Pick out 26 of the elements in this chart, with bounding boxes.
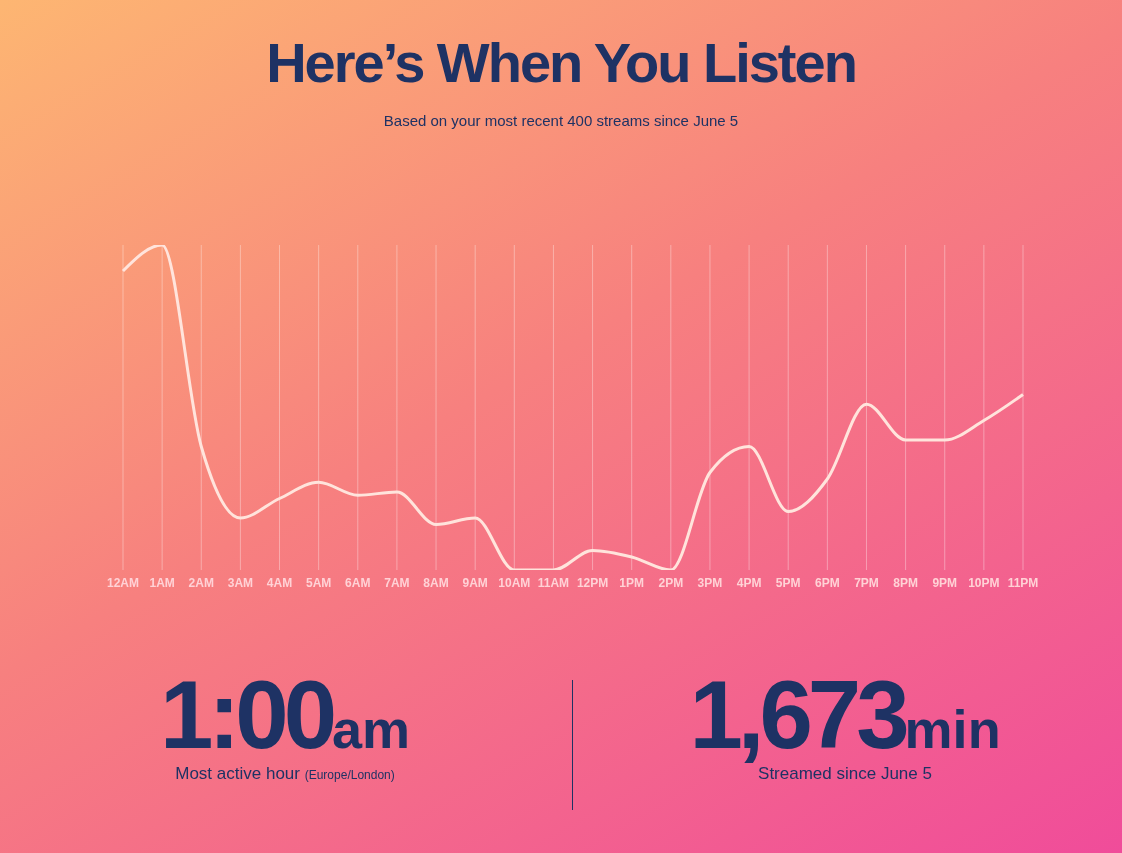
x-tick-label: 4AM — [266, 575, 293, 590]
x-tick-label: 10PM — [968, 575, 1000, 590]
x-tick-label: 6AM — [345, 575, 371, 590]
x-tick-label: 4PM — [736, 575, 762, 590]
x-tick-label: 11AM — [537, 575, 570, 590]
x-tick-label: 5PM — [775, 575, 801, 590]
x-tick-label: 3AM — [227, 575, 254, 590]
x-tick-label: 1PM — [619, 575, 645, 590]
x-tick-label: 8AM — [423, 575, 449, 590]
x-tick-label: 12AM — [106, 575, 140, 590]
x-tick-label: 1AM — [149, 575, 175, 590]
x-tick-label: 2PM — [658, 575, 684, 590]
x-tick-label: 7AM — [384, 575, 410, 590]
x-tick-label: 6PM — [815, 575, 840, 590]
x-tick-label: 5AM — [305, 575, 332, 590]
x-tick-label: 7PM — [854, 575, 879, 590]
x-tick-label: 8PM — [893, 575, 918, 590]
x-tick-label: 2AM — [188, 575, 214, 590]
x-tick-label: 9AM — [462, 575, 488, 590]
x-tick-label: 9PM — [932, 575, 958, 590]
x-tick-label: 3PM — [697, 575, 723, 590]
x-tick-label: 12PM — [576, 575, 609, 590]
chart-subtitle: Based on your most recent 400 streams since June 5 — [382, 112, 740, 129]
chart-title: Here’s When You Listen — [265, 30, 857, 95]
x-tick-label: 11PM — [1007, 575, 1039, 590]
x-tick-label: 10AM — [498, 575, 531, 590]
